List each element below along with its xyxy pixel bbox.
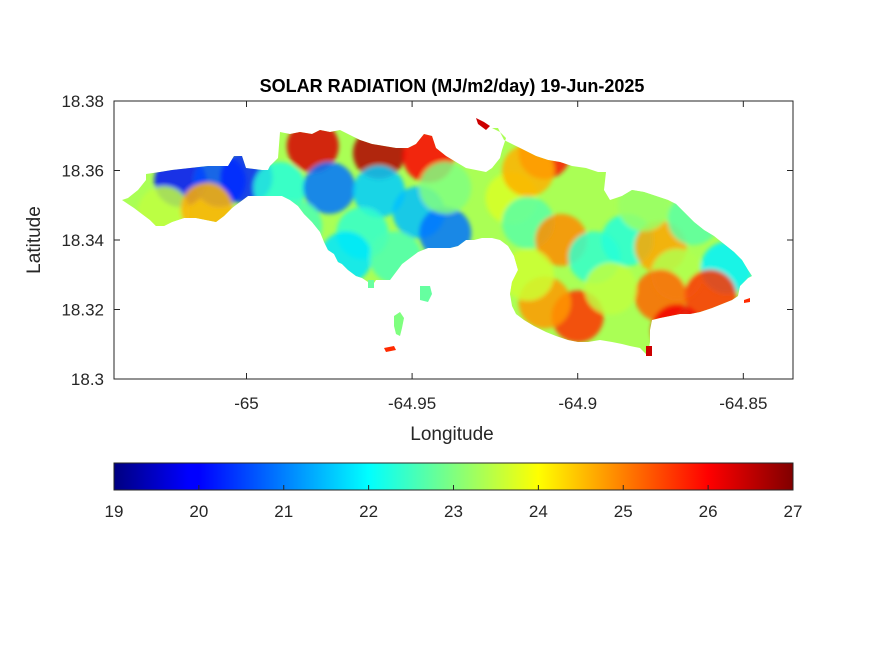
x-tick-label: -64.9 — [558, 394, 597, 413]
islet-mid — [420, 286, 432, 302]
islet-north — [476, 118, 490, 130]
colorbar-tick-label: 23 — [444, 502, 463, 521]
y-tick-label: 18.36 — [61, 162, 104, 181]
x-axis-ticks: -65 -64.95 -64.9 -64.85 — [234, 101, 767, 413]
colorbar-tick-label: 19 — [105, 502, 124, 521]
x-axis-label: Longitude — [410, 424, 493, 445]
heatmap-sample — [584, 262, 637, 315]
y-tick-label: 18.38 — [61, 92, 104, 111]
x-tick-label: -64.95 — [388, 394, 436, 413]
colorbar-tick-label: 24 — [529, 502, 548, 521]
heatmap-sample — [352, 165, 405, 218]
islets — [368, 118, 750, 356]
heatmap-sample — [419, 161, 472, 214]
colorbar-tick-label: 25 — [614, 502, 633, 521]
colorbar-tick-label: 27 — [784, 502, 803, 521]
colorbar-tick-label: 20 — [189, 502, 208, 521]
y-tick-label: 18.32 — [61, 301, 104, 320]
y-tick-label: 18.34 — [61, 231, 104, 250]
x-tick-label: -65 — [234, 394, 259, 413]
islet-west-small — [384, 346, 396, 352]
islet-mid-2 — [368, 280, 374, 288]
islet-south — [646, 346, 652, 356]
colorbar — [113, 462, 794, 491]
x-tick-label: -64.85 — [719, 394, 767, 413]
colorbar-ticks: 19 20 21 22 23 24 25 26 27 — [105, 485, 803, 521]
colorbar-tick-label: 21 — [274, 502, 293, 521]
islet-east — [744, 298, 750, 303]
colorbar-tick-label: 26 — [699, 502, 718, 521]
heatmap-sample — [303, 161, 356, 214]
y-axis-ticks: 18.3 18.32 18.34 18.36 18.38 — [61, 92, 793, 389]
colorbar-tick-label: 22 — [359, 502, 378, 521]
y-tick-label: 18.3 — [71, 370, 104, 389]
heatmap-sample — [286, 128, 339, 173]
islet-west — [394, 312, 404, 336]
y-axis-label: Latitude — [24, 206, 45, 274]
chart-title: SOLAR RADIATION (MJ/m2/day) 19-Jun-2025 — [260, 76, 645, 96]
